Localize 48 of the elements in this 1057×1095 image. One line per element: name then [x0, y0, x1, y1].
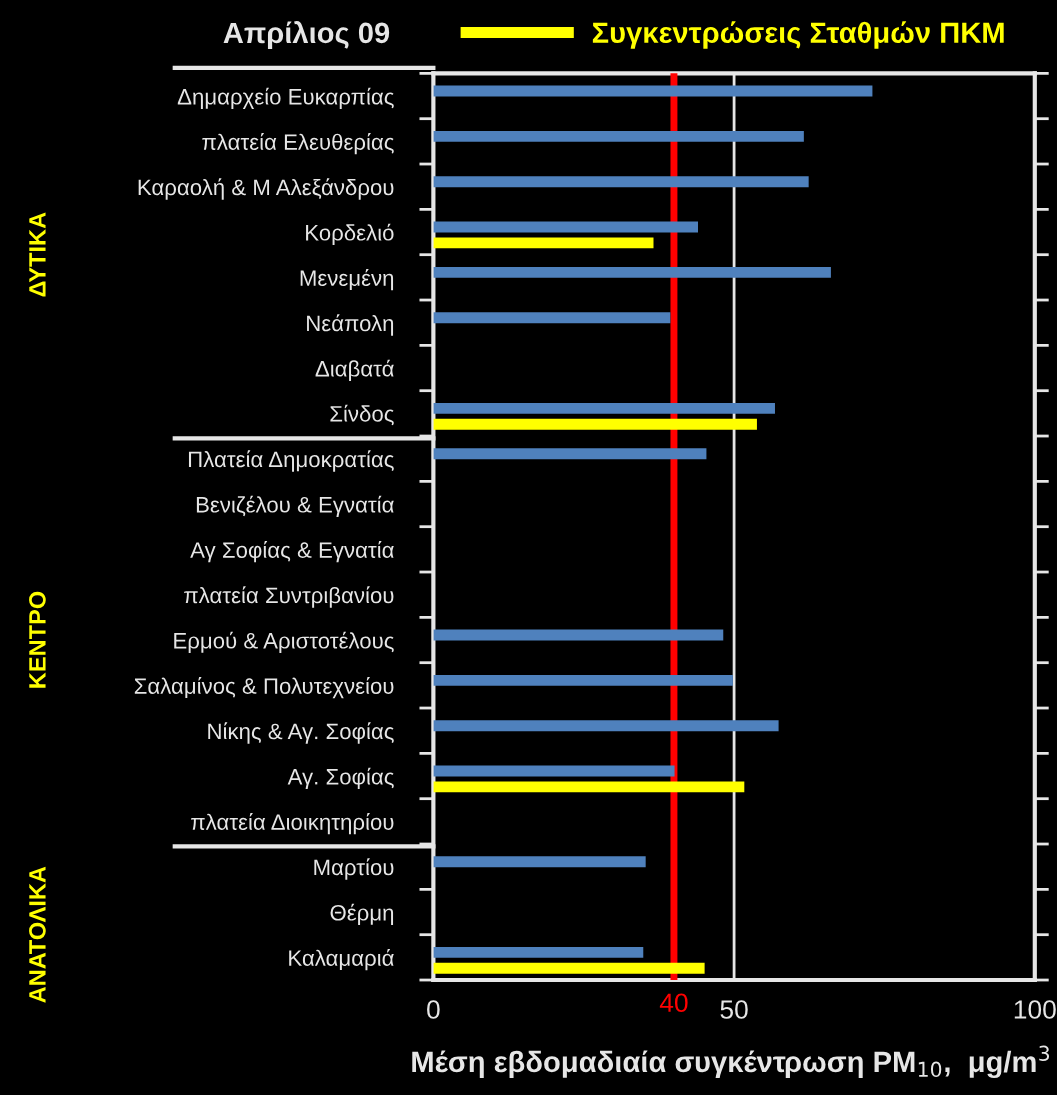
y-tick-label: Αγ. Σοφίας — [287, 767, 394, 790]
y-tick-label: Θέρμη — [330, 903, 394, 926]
bar — [433, 402, 775, 414]
y-tick-label: Αγ Σοφίας & Εγνατία — [190, 540, 394, 563]
bar — [433, 176, 809, 188]
bar — [433, 312, 671, 324]
y-tick-label: Κορδελιό — [306, 223, 394, 246]
y-tick-label: Δημαρχείο Ευκαρπίας — [177, 87, 394, 110]
y-tick-label: Μενεμένη — [300, 268, 394, 291]
bar — [433, 418, 757, 430]
y-tick-label: Νίκης & Αγ. Σοφίας — [208, 722, 394, 744]
y-tick-label: πλατεία Συντριβανίου — [184, 586, 394, 608]
bar — [433, 674, 733, 686]
chart-title: Απρίλιος 09 — [223, 21, 390, 50]
ref-line-label: 40 — [659, 993, 688, 1013]
bar — [433, 448, 707, 460]
bar — [433, 629, 724, 641]
bar — [433, 720, 779, 732]
y-tick-label: Πλατεία Δημοκρατίας — [188, 450, 394, 472]
x-tick-label: 50 — [720, 1000, 748, 1019]
bar — [433, 130, 804, 142]
bar — [433, 266, 831, 278]
text: ΔΥΤΙΚΑ — [29, 212, 46, 297]
y-tick-label: Μαρτίου — [314, 858, 394, 880]
legend-label: Συγκεντρώσεις Σταθμών ΠΚΜ — [592, 21, 1004, 49]
x-tick-label: 0 — [427, 1000, 440, 1019]
y-tick-label: Σίνδος — [330, 404, 394, 426]
bar — [433, 781, 745, 793]
x-tick-label: 100 — [1014, 1000, 1056, 1019]
x-axis-title: Μέση εβδομαδιαία συγκέντρωση PM$_{10}$, μg/m$^{3}$ — [412, 1045, 1050, 1079]
bar — [433, 221, 698, 233]
y-tick-label: Καλαμαριά — [289, 948, 394, 971]
bar — [433, 237, 654, 249]
y-tick-label: Βενιζέλου & Εγνατία — [196, 495, 394, 517]
bar — [433, 946, 644, 958]
y-tick-label: Διαβατά — [315, 359, 394, 382]
y-tick-label: Ερμού & Αριστοτέλους — [174, 631, 394, 654]
y-tick-label: πλατεία Ελευθερίας — [202, 132, 394, 155]
y-tick-label: Σαλαμίνος & Πολυτεχνείου — [134, 676, 394, 699]
y-tick-label: Νεάπολη — [307, 314, 394, 336]
y-tick-label: πλατεία Διοικητηρίου — [191, 812, 394, 835]
bar — [433, 85, 873, 97]
text: ΑΝΑΤΟΛΙΚΑ — [29, 866, 46, 1003]
bar — [433, 765, 675, 777]
bar — [433, 856, 646, 868]
bar — [433, 962, 705, 974]
text: ΚΕΝΤΡΟ — [29, 591, 46, 688]
y-tick-label: Καραολή & Μ Αλεξάνδρου — [138, 178, 394, 200]
